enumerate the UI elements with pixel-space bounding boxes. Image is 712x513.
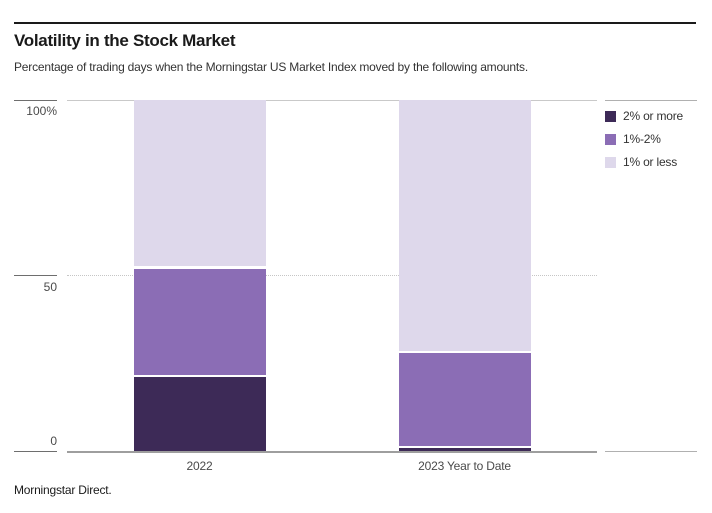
bar-segment (398, 100, 531, 353)
legend-item: 1%-2% (605, 132, 697, 146)
bar-slots (67, 100, 597, 451)
bar-segment (398, 352, 531, 448)
x-axis-label: 2022 (186, 459, 213, 473)
bar-slot (67, 100, 332, 451)
source-note: Morningstar Direct. (14, 483, 112, 497)
plot-area (67, 100, 597, 453)
y-tick-100 (14, 99, 57, 101)
gridline-50-dotted (67, 275, 597, 276)
legend-item: 2% or more (605, 109, 697, 123)
chart-title: Volatility in the Stock Market (14, 31, 236, 50)
bar-segment (133, 377, 266, 451)
y-tick-0 (14, 450, 57, 452)
title-rule (14, 22, 696, 24)
legend-label: 2% or more (623, 109, 684, 123)
x-axis-labels: 2022 2023 Year to Date (67, 459, 597, 473)
legend-label: 1%-2% (623, 132, 661, 146)
y-tick-50 (14, 275, 57, 276)
y-tick-label-0: 0 (50, 434, 57, 448)
chart-subtitle: Percentage of trading days when the Morn… (14, 60, 528, 74)
stacked-bar-2022 (133, 100, 266, 451)
x-axis-label: 2023 Year to Date (418, 459, 511, 473)
y-tick-label-100: 100% (26, 104, 57, 118)
legend: 2% or more 1%-2% 1% or less (605, 100, 697, 452)
bar-segment (133, 268, 266, 378)
legend-swatch-icon (605, 133, 616, 145)
legend-swatch-icon (605, 156, 616, 168)
bar-segment (398, 447, 531, 451)
gridline-100 (67, 100, 597, 101)
legend-label: 1% or less (623, 155, 678, 169)
stacked-bar-2023-year-to-date (398, 100, 531, 451)
bar-slot (332, 100, 597, 451)
legend-swatch-icon (605, 110, 616, 122)
legend-item: 1% or less (605, 155, 697, 169)
bar-segment (133, 100, 266, 269)
y-tick-label-50: 50 (43, 279, 57, 294)
